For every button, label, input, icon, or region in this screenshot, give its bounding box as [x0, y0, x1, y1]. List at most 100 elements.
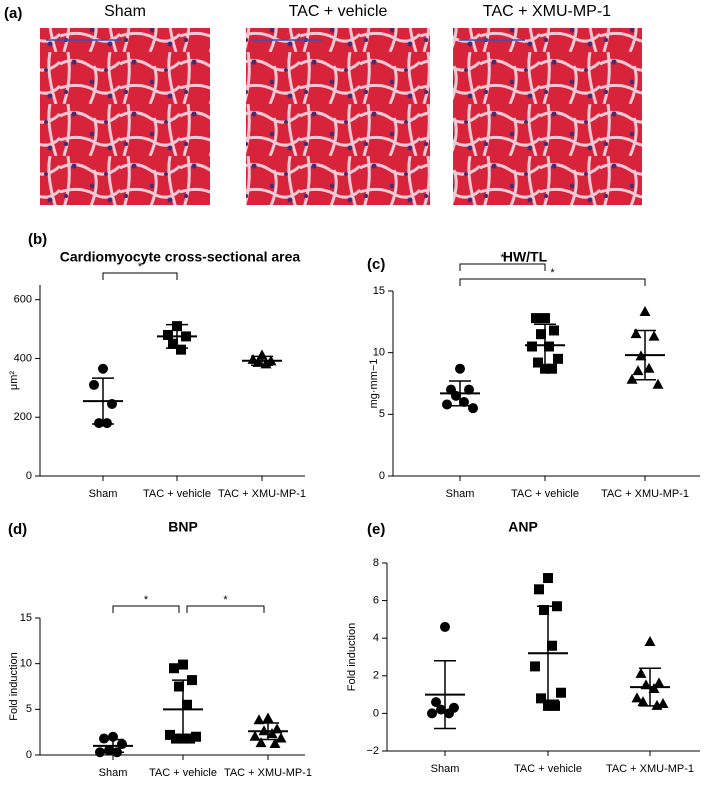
data-point: [653, 677, 665, 688]
data-point: [431, 697, 441, 708]
data-point: [168, 338, 178, 349]
data-point: [556, 687, 566, 698]
data-point: [94, 418, 104, 429]
data-point: [539, 605, 549, 615]
data-point: [530, 661, 540, 672]
data-point: [165, 729, 175, 740]
data-point: [163, 329, 173, 340]
data-point: [547, 640, 557, 651]
data-point: [191, 731, 201, 742]
y-tick-label: 0: [373, 707, 379, 719]
x-tick-label: Sham: [99, 767, 128, 779]
x-tick-label: TAC + XMU-MP-1: [601, 488, 689, 500]
x-tick-label: TAC + vehicle: [143, 488, 211, 500]
data-point: [550, 700, 560, 711]
data-point: [459, 397, 469, 407]
data-point: [540, 313, 550, 324]
y-axis-label: mg·mm−1: [368, 359, 380, 409]
x-tick-label: TAC + vehicle: [511, 488, 579, 500]
significance-label: *: [223, 594, 228, 606]
data-point: [455, 363, 465, 374]
data-point: [102, 418, 112, 429]
data-point: [468, 403, 478, 414]
data-point: [534, 584, 544, 595]
panel-label: (a): [4, 5, 22, 22]
data-point: [269, 738, 281, 749]
significance-label: *: [138, 261, 143, 273]
x-tick-label: TAC + vehicle: [514, 763, 582, 775]
chart-panel: (e) ANP Fold induction −2 0 2 4 6 8 Sham TAC + veh…: [346, 519, 700, 775]
panel-label: (b): [28, 231, 47, 248]
x-tick-label: TAC + vehicle: [149, 767, 217, 779]
data-point: [547, 363, 557, 374]
histology-xmu: TAC + XMU-MP-1: [453, 3, 642, 205]
y-tick-label: 200: [14, 411, 32, 423]
data-point: [652, 378, 664, 389]
data-point: [643, 362, 655, 373]
y-axis-label: Fold induction: [8, 652, 20, 721]
data-point: [255, 737, 267, 748]
panel-label: (c): [367, 256, 385, 273]
y-tick-label: 10: [20, 658, 32, 670]
data-point: [626, 373, 638, 384]
y-tick-label: 6: [373, 595, 379, 607]
significance-label: *: [500, 252, 505, 264]
histology-vehicle: TAC + vehicle: [246, 3, 430, 205]
data-point: [553, 353, 563, 364]
y-tick-label: 2: [373, 670, 379, 682]
data-point: [98, 363, 108, 374]
image-label: Sham: [104, 3, 146, 20]
image-label: TAC + XMU-MP-1: [483, 3, 611, 20]
data-point: [533, 357, 543, 368]
data-point: [531, 313, 541, 324]
data-point: [262, 712, 274, 723]
data-point: [543, 700, 553, 711]
data-point: [182, 699, 192, 710]
significance-bracket: [102, 272, 178, 280]
panel-label: (e): [367, 521, 385, 538]
data-point: [444, 708, 454, 719]
chart-title: Cardiomyocyte cross-sectional area: [60, 249, 301, 265]
data-point: [249, 730, 261, 741]
data-point: [549, 325, 559, 336]
chart-title: ANP: [508, 519, 538, 535]
data-point: [639, 305, 651, 316]
y-tick-label: 4: [373, 632, 379, 644]
y-tick-label: 5: [379, 408, 385, 420]
data-point: [95, 747, 105, 758]
y-tick-label: 0: [26, 749, 32, 761]
y-tick-label: 0: [379, 470, 385, 482]
histology-image: [40, 28, 210, 205]
chart-title: BNP: [168, 519, 198, 535]
y-axis-label: Fold induction: [346, 623, 358, 692]
data-point: [644, 635, 656, 646]
chart-panel: (d) BNP Fold induction 0 5 10 15 Sham TAC + vehi…: [8, 519, 312, 779]
x-tick-label: Sham: [446, 488, 475, 500]
y-tick-label: 15: [373, 285, 385, 297]
x-tick-label: Sham: [431, 763, 460, 775]
data-point: [536, 693, 546, 704]
y-tick-label: 600: [14, 294, 32, 306]
data-point: [536, 329, 546, 340]
data-point: [648, 330, 660, 341]
data-point: [543, 573, 553, 584]
data-point: [169, 663, 179, 674]
y-tick-label: 8: [373, 557, 379, 569]
significance-label: *: [144, 594, 149, 606]
significance-label: *: [550, 267, 555, 279]
data-point: [176, 344, 186, 355]
data-point: [89, 379, 99, 390]
data-point: [464, 384, 474, 395]
data-point: [253, 714, 265, 725]
data-point: [442, 399, 452, 410]
significance-bracket: [459, 278, 646, 286]
significance-bracket: [459, 263, 546, 271]
y-tick-label: 0: [26, 470, 32, 482]
chart-panel: (b) Cardiomyocyte cross-sectional area μm²…: [8, 231, 306, 500]
histology-image: [453, 28, 642, 205]
x-tick-label: TAC + XMU-MP-1: [606, 763, 694, 775]
y-tick-label: 5: [26, 703, 32, 715]
y-axis-label: μm²: [8, 371, 20, 391]
y-tick-label: 15: [20, 612, 32, 624]
chart-panel: (c) HW/TL mg·mm−1 0 5 10 15 Sham TAC + vehicle TA…: [367, 249, 700, 500]
